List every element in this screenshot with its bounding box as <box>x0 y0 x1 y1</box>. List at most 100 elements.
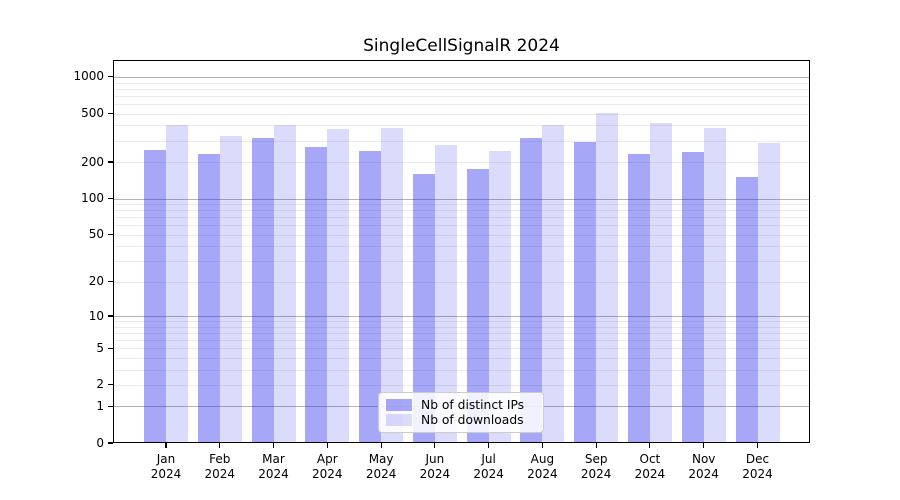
x-tick-label-jul: Jul 2024 <box>473 452 504 481</box>
x-tick-label-nov: Nov 2024 <box>688 452 719 481</box>
legend-label-downloads: Nb of downloads <box>421 413 524 427</box>
bar-ips-feb <box>197 154 220 443</box>
y-tick-label-1: 1 <box>96 398 104 413</box>
x-tick-label-dec: Dec 2024 <box>742 452 773 481</box>
gridline-500 <box>113 113 810 115</box>
legend-label-distinct-ips: Nb of distinct IPs <box>421 398 525 412</box>
bar-downloads-may <box>381 127 404 443</box>
bar-ips-aug <box>520 137 543 443</box>
y-tick-10 <box>108 315 113 317</box>
gridline-6 <box>113 339 810 341</box>
gridline-10 <box>113 316 810 317</box>
x-tick-label-apr: Apr 2024 <box>312 452 343 481</box>
chart-title: SingleCellSignalR 2024 <box>363 36 560 56</box>
gridline-70 <box>113 217 810 219</box>
x-tick-apr <box>326 443 328 448</box>
x-tick-aug <box>541 443 543 448</box>
plot-bars <box>113 60 810 443</box>
legend-item-distinct-ips: Nb of distinct IPs <box>386 398 536 412</box>
gridline-5 <box>113 348 810 350</box>
legend-swatch-distinct-ips-icon <box>386 399 412 411</box>
y-tick-20 <box>108 281 113 283</box>
bar-ips-mar <box>251 138 274 443</box>
y-tick-50 <box>108 234 113 236</box>
gridline-600 <box>113 104 810 105</box>
legend: Nb of distinct IPs Nb of downloads <box>378 392 544 433</box>
bar-ips-nov <box>681 151 704 443</box>
y-tick-label-50: 50 <box>88 227 104 242</box>
bar-downloads-apr <box>327 129 350 443</box>
bar-ips-apr <box>305 147 328 443</box>
x-tick-label-oct: Oct 2024 <box>634 452 666 481</box>
bar-downloads-feb <box>219 136 242 443</box>
x-tick-mar <box>272 443 275 448</box>
gridline-3 <box>113 369 810 371</box>
x-tick-label-aug: Aug 2024 <box>527 452 558 481</box>
gridline-200 <box>113 162 810 163</box>
gridline-100 <box>113 198 810 200</box>
gridline-50 <box>113 234 810 236</box>
y-tick-2 <box>108 384 113 386</box>
gridline-2 <box>113 384 810 386</box>
x-tick-jan <box>165 443 167 448</box>
x-tick-oct <box>649 443 651 448</box>
gridline-40 <box>113 246 810 248</box>
gridline-700 <box>113 95 810 97</box>
gridline-1000 <box>113 76 810 78</box>
x-tick-label-feb: Feb 2024 <box>204 452 236 481</box>
y-tick-label-5: 5 <box>96 340 104 355</box>
legend-item-downloads: Nb of downloads <box>386 413 536 427</box>
gridline-300 <box>113 140 810 142</box>
bar-ips-jun <box>412 174 435 443</box>
x-tick-label-jan: Jan 2024 <box>150 452 182 481</box>
bar-downloads-jun <box>434 145 457 443</box>
x-tick-dec <box>756 443 759 448</box>
gridline-60 <box>113 225 810 227</box>
x-tick-sep <box>595 443 597 448</box>
bar-downloads-jul <box>488 150 511 443</box>
bar-downloads-oct <box>649 122 672 443</box>
x-tick-label-may: May 2024 <box>365 452 397 481</box>
x-tick-may <box>380 443 382 448</box>
y-tick-label-500: 500 <box>81 106 104 121</box>
gridline-7 <box>113 332 810 334</box>
y-tick-200 <box>108 161 113 163</box>
bar-ips-jul <box>466 169 489 443</box>
bar-downloads-mar <box>273 125 296 443</box>
y-tick-500 <box>108 113 113 115</box>
bar-ips-oct <box>627 154 650 443</box>
y-tick-1 <box>108 405 113 407</box>
y-tick-0 <box>108 442 113 444</box>
bar-ips-sep <box>574 141 597 443</box>
y-tick-label-0: 0 <box>96 435 104 450</box>
bar-downloads-sep <box>596 113 619 443</box>
gridline-4 <box>113 357 810 359</box>
x-tick-label-mar: Mar 2024 <box>258 452 289 481</box>
gridline-9 <box>113 321 810 322</box>
y-tick-label-200: 200 <box>81 154 104 169</box>
bar-downloads-dec <box>757 142 780 443</box>
y-tick-100 <box>108 197 113 200</box>
bar-downloads-nov <box>703 127 726 443</box>
plot-gridlines <box>113 60 810 443</box>
y-tick-label-1000: 1000 <box>73 69 104 84</box>
gridline-900 <box>113 82 810 84</box>
y-tick-1000 <box>108 76 113 78</box>
x-tick-feb <box>219 443 221 448</box>
legend-swatch-downloads-icon <box>386 414 412 426</box>
gridline-400 <box>113 125 810 127</box>
bar-downloads-jan <box>166 125 188 443</box>
y-tick-label-2: 2 <box>96 377 104 392</box>
gridline-30 <box>113 261 810 263</box>
x-tick-jul <box>488 443 490 448</box>
x-tick-jun <box>434 443 436 448</box>
x-tick-label-sep: Sep 2024 <box>580 452 612 481</box>
gridline-800 <box>113 88 810 90</box>
x-tick-label-jun: Jun 2024 <box>419 452 451 481</box>
y-tick-label-20: 20 <box>88 274 104 289</box>
y-tick-label-10: 10 <box>88 308 104 323</box>
bar-ips-dec <box>735 177 758 443</box>
gridline-8 <box>113 326 810 328</box>
bar-ips-may <box>359 151 382 443</box>
